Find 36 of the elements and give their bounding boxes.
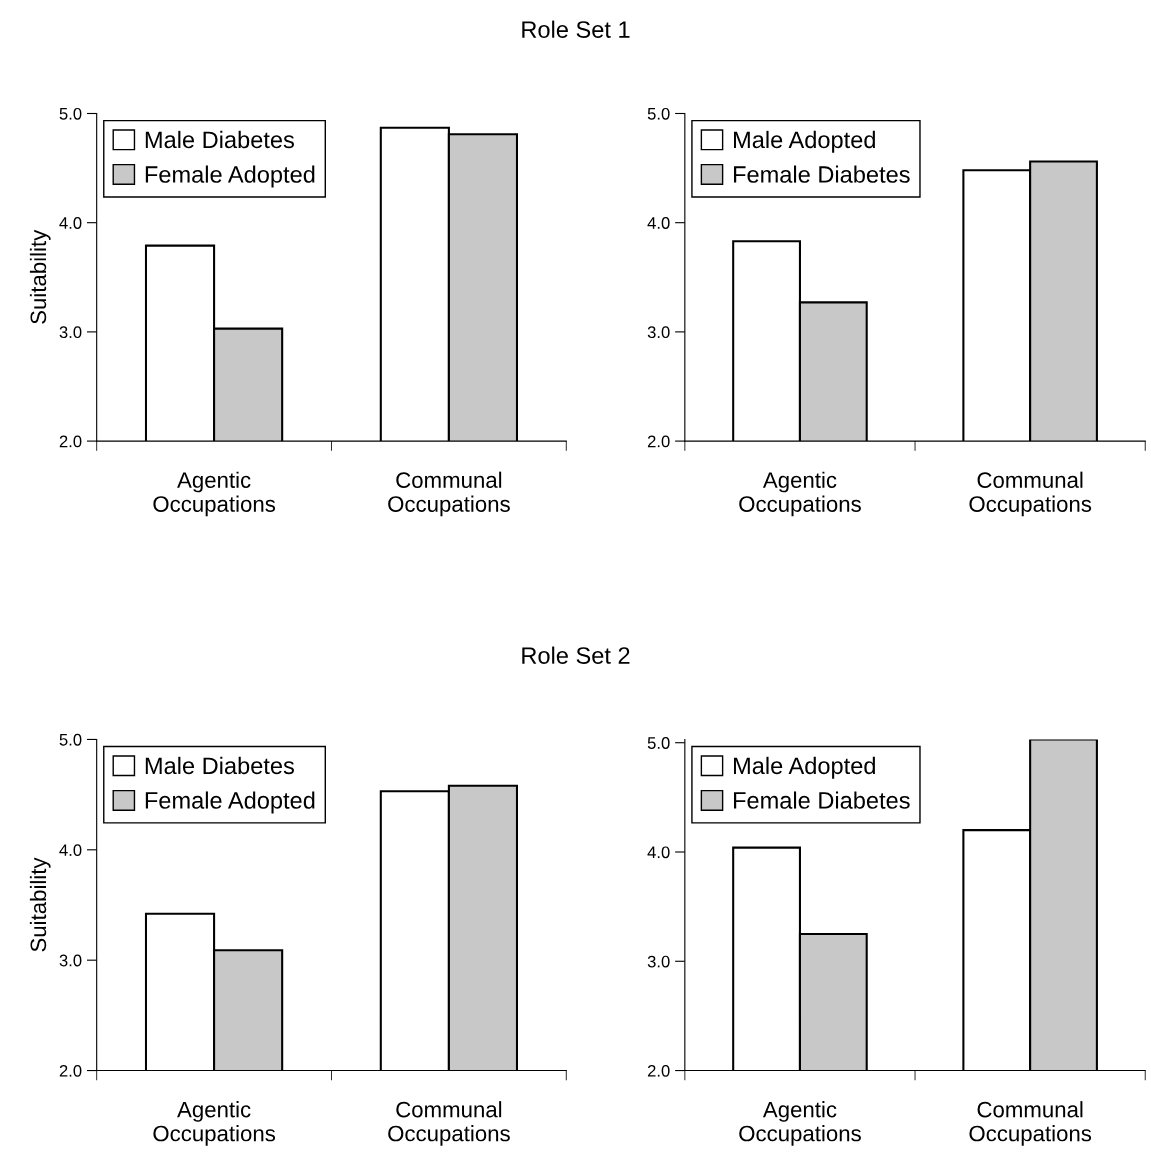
chart-title: Role Set 2 xyxy=(522,646,630,664)
y-tick-label: 2.0 xyxy=(59,435,82,448)
y-tick-label: 3.0 xyxy=(647,326,670,339)
legend-label: Female Diabetes xyxy=(734,791,910,809)
chart-title: Role Set 1 xyxy=(522,20,630,38)
y-tick-label: 4.0 xyxy=(59,844,82,857)
y-tick-label: 2.0 xyxy=(647,1064,670,1077)
x-tick-label: Agentic Occupations xyxy=(739,471,861,517)
y-tick-label: 5.0 xyxy=(59,733,82,746)
legend-label: Male Diabetes xyxy=(145,130,294,149)
y-tick-label: 3.0 xyxy=(647,955,670,968)
legend-label: Male Adopted xyxy=(734,756,875,779)
y-tick-label: 5.0 xyxy=(647,107,670,120)
x-tick-label: Communal Occupations xyxy=(388,471,510,517)
y-tick-label: 2.0 xyxy=(59,1064,82,1077)
y-axis-title: Suitability xyxy=(29,857,51,952)
legend-label: Male Diabetes xyxy=(145,756,294,775)
x-tick-label: Agentic Occupations xyxy=(739,1101,861,1146)
y-tick-label: 3.0 xyxy=(59,326,82,339)
legend-label: Female Adopted xyxy=(145,791,315,814)
x-tick-label: Communal Occupations xyxy=(969,471,1092,517)
x-tick-label: Agentic Occupations xyxy=(153,471,276,517)
x-tick-label: Communal Occupations xyxy=(388,1101,510,1146)
legend-label: Female Diabetes xyxy=(734,165,910,183)
x-tick-label: Communal Occupations xyxy=(969,1101,1092,1146)
y-tick-label: 5.0 xyxy=(647,737,670,749)
y-tick-label: 4.0 xyxy=(59,217,82,229)
legend-label: Female Adopted xyxy=(145,165,315,188)
y-tick-label: 3.0 xyxy=(59,954,82,967)
x-tick-label: Agentic Occupations xyxy=(153,1101,276,1146)
y-tick-label: 5.0 xyxy=(59,107,82,120)
y-axis-title: Suitability xyxy=(29,229,51,324)
y-tick-label: 2.0 xyxy=(647,435,670,448)
y-tick-label: 4.0 xyxy=(647,846,670,859)
legend-label: Male Adopted xyxy=(734,130,875,153)
y-tick-label: 4.0 xyxy=(647,217,670,229)
